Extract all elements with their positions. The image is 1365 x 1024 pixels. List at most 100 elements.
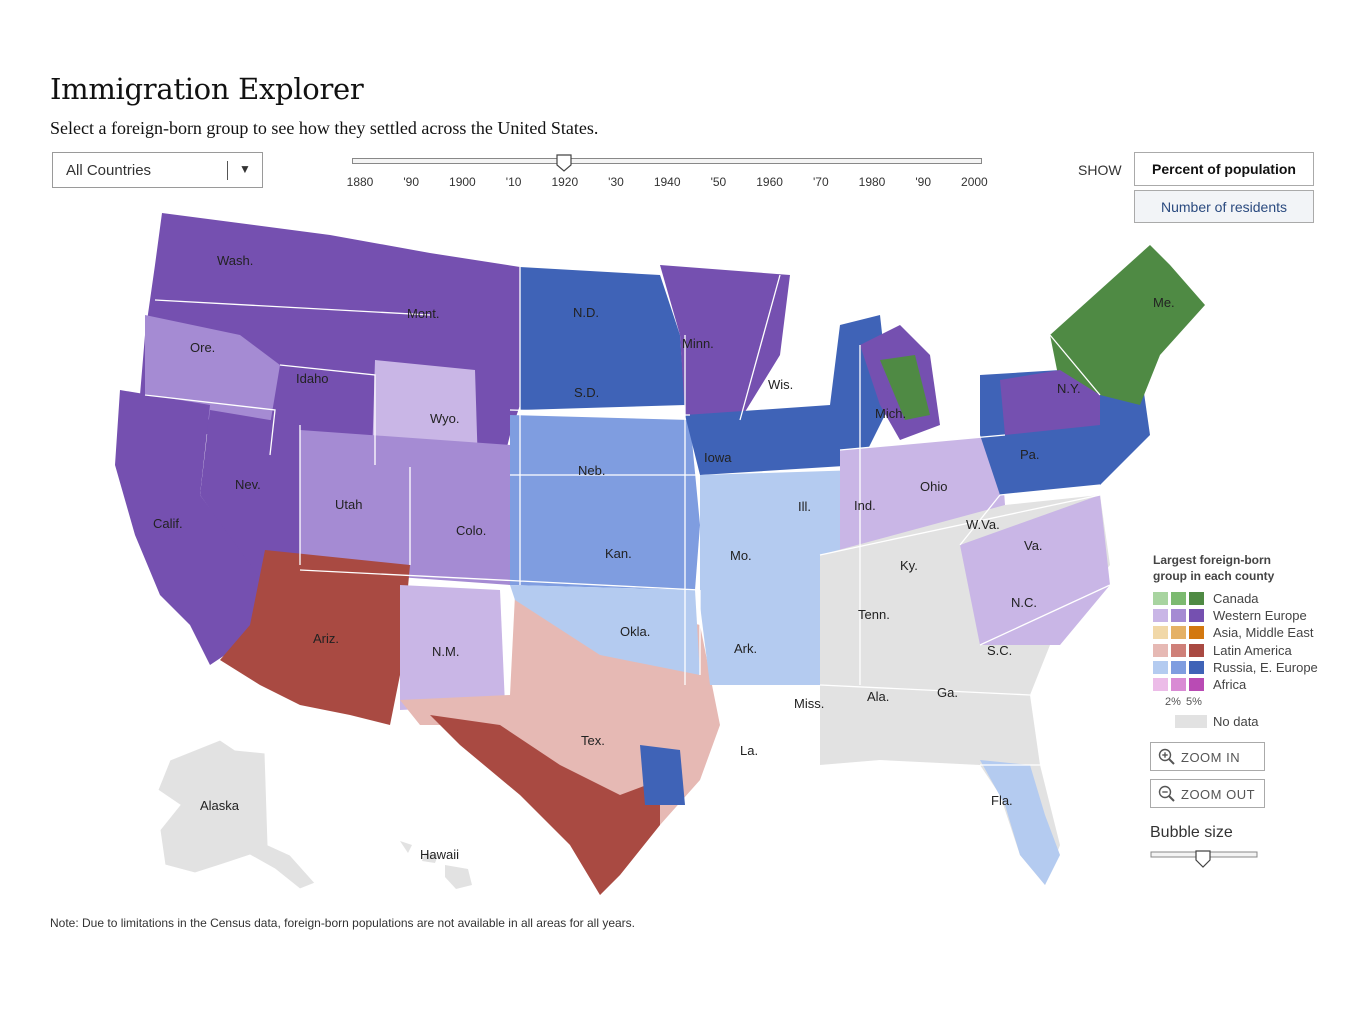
year-tick[interactable]: 1960	[756, 175, 783, 189]
country-select[interactable]: All Countries ▼	[52, 152, 263, 188]
region-florida[interactable]	[980, 760, 1060, 885]
state-label: Wash.	[217, 253, 253, 268]
year-slider-track[interactable]	[352, 158, 982, 164]
state-label: Okla.	[620, 624, 650, 639]
year-slider[interactable]: 1880 '90 1900 '10 1920 '30 1940 '50 1960 '70 1980 '…	[347, 154, 988, 192]
bubble-size-label: Bubble size	[1150, 824, 1233, 841]
zoom-in-button[interactable]: ZOOM IN	[1150, 742, 1265, 771]
legend-label: Latin America	[1213, 642, 1292, 658]
legend-label: Asia, Middle East	[1213, 625, 1314, 641]
year-tick[interactable]: '30	[608, 175, 624, 189]
state-label: Ore.	[190, 340, 215, 355]
legend-swatch	[1153, 678, 1168, 691]
year-tick[interactable]: 1900	[449, 175, 476, 189]
zoom-out-label: ZOOM OUT	[1181, 787, 1256, 802]
zoom-out-icon	[1158, 785, 1175, 802]
region-arizona-nm[interactable]	[220, 550, 410, 725]
state-label: S.D.	[574, 385, 599, 400]
year-slider-thumb[interactable]	[556, 154, 572, 172]
state-label: Wyo.	[430, 411, 460, 426]
state-label: Pa.	[1020, 447, 1040, 462]
number-of-residents-button[interactable]: Number of residents	[1134, 190, 1314, 223]
region-south-texas[interactable]	[430, 715, 660, 895]
state-label: Ark.	[734, 641, 757, 656]
us-county-map[interactable]: Wash. Mont. Ore. Idaho Wyo. Nev. Utah Ca…	[100, 205, 1220, 900]
alaska-shape[interactable]	[157, 739, 316, 890]
state-label: Mont.	[407, 306, 440, 321]
legend-swatch	[1189, 660, 1204, 674]
state-label: Minn.	[682, 336, 714, 351]
state-label: La.	[740, 743, 758, 758]
state-label: W.Va.	[966, 517, 1000, 532]
zoom-out-button[interactable]: ZOOM OUT	[1150, 779, 1265, 808]
region-new-mexico-east[interactable]	[400, 585, 505, 710]
legend-label: Russia, E. Europe	[1213, 659, 1318, 675]
year-tick[interactable]: 2000	[961, 175, 988, 189]
map-legend: Largest foreign-born group in each count…	[1153, 552, 1323, 729]
year-tick[interactable]: '70	[812, 175, 829, 189]
legend-swatch	[1189, 678, 1204, 691]
hawaii-shape[interactable]	[400, 841, 472, 889]
state-label-group: Wash. Mont. Ore. Idaho Wyo. Nev. Utah Ca…	[153, 253, 1175, 862]
region-oklahoma[interactable]	[510, 585, 700, 675]
legend-swatch	[1189, 609, 1204, 623]
region-iowa-wisconsin[interactable]	[685, 315, 890, 475]
region-new-england[interactable]	[1050, 245, 1205, 405]
page-title: Immigration Explorer	[50, 72, 364, 106]
legend-no-data-label: No data	[1213, 714, 1259, 730]
region-dakotas[interactable]	[520, 267, 685, 410]
legend-label: Western Europe	[1213, 608, 1307, 624]
state-label: Ga.	[937, 685, 958, 700]
legend-swatch	[1153, 609, 1168, 623]
zoom-in-label: ZOOM IN	[1181, 750, 1241, 765]
state-label: Tenn.	[858, 607, 890, 622]
legend-swatch	[1171, 626, 1186, 640]
legend-swatch	[1171, 643, 1186, 657]
state-label: Wis.	[768, 377, 793, 392]
legend-swatch	[1189, 643, 1204, 657]
dropdown-divider	[227, 161, 228, 180]
state-label: Va.	[1024, 538, 1043, 553]
state-label: Ill.	[798, 499, 811, 514]
state-label: Neb.	[578, 463, 605, 478]
legend-swatch	[1189, 592, 1204, 605]
legend-title-line1: Largest foreign-born	[1153, 553, 1272, 567]
year-tick[interactable]: 1920	[551, 175, 579, 189]
state-label: N.C.	[1011, 595, 1037, 610]
year-tick[interactable]: 1980	[858, 175, 886, 189]
legend-title-line2: group in each county	[1153, 569, 1275, 583]
legend-swatch	[1171, 678, 1186, 691]
legend-swatch	[1153, 626, 1168, 640]
region-minnesota[interactable]	[660, 265, 790, 420]
region-virginia-carolinas[interactable]	[960, 495, 1110, 645]
year-tick[interactable]: '10	[505, 175, 522, 189]
legend-swatch	[1171, 592, 1186, 605]
bubble-size-slider[interactable]	[1150, 850, 1260, 872]
legend-swatch	[1171, 609, 1186, 623]
legend-pct-high: 5%	[1186, 696, 1202, 709]
state-label: N.M.	[432, 644, 459, 659]
region-california[interactable]	[115, 390, 265, 665]
region-michigan-canada[interactable]	[880, 355, 930, 420]
state-label: Me.	[1153, 295, 1175, 310]
region-oregon-idaho[interactable]	[145, 315, 280, 425]
region-central-texas-east-europe[interactable]	[640, 745, 685, 805]
year-tick[interactable]: '90	[403, 175, 420, 189]
percent-of-population-button[interactable]: Percent of population	[1134, 152, 1314, 186]
year-tick[interactable]: '90	[915, 175, 932, 189]
state-label: Mo.	[730, 548, 752, 563]
year-tick[interactable]: '50	[710, 175, 727, 189]
region-utah-colorado[interactable]	[300, 430, 515, 585]
state-label: Mich.	[875, 406, 906, 421]
year-tick[interactable]: 1880	[346, 175, 374, 189]
year-tick[interactable]: 1940	[653, 175, 681, 189]
state-label: N.D.	[573, 305, 599, 320]
legend-swatch	[1153, 660, 1168, 674]
region-nevada[interactable]	[200, 410, 300, 585]
state-label: Ky.	[900, 558, 918, 573]
region-nebraska-kansas[interactable]	[510, 415, 700, 590]
state-label: Ohio	[920, 479, 947, 494]
state-label: N.Y.	[1057, 381, 1081, 396]
state-label: Nev.	[235, 477, 261, 492]
region-ny-west-europe[interactable]	[1000, 370, 1100, 435]
